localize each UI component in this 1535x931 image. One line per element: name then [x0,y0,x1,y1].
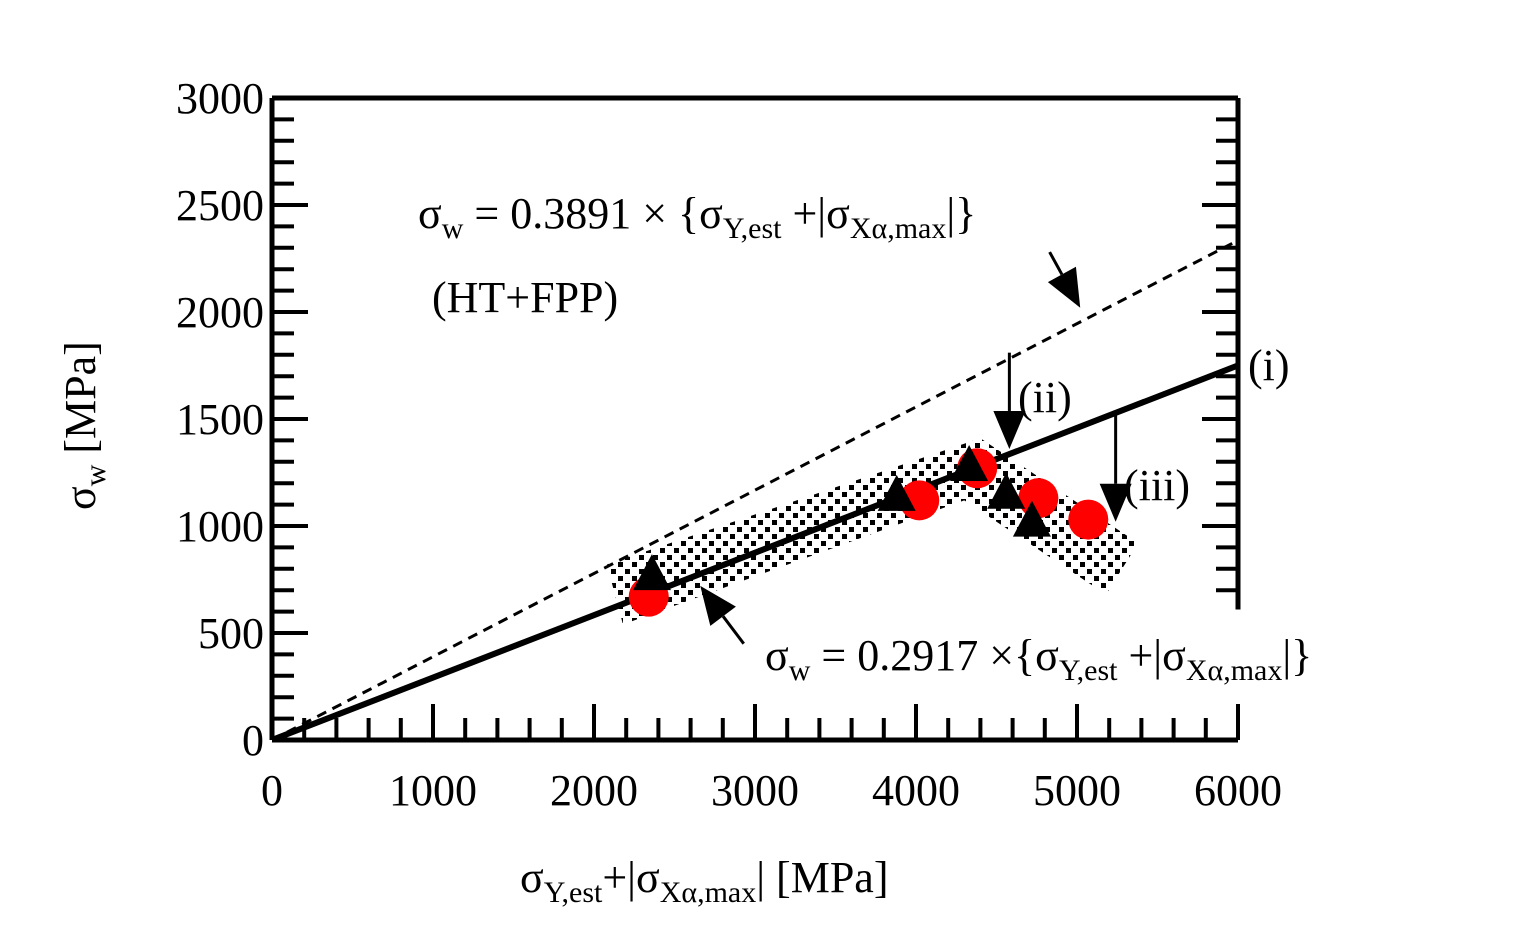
x-axis-title: σY,est+|σXα,max| [MPa] [520,853,888,909]
x-tick-label: 4000 [872,766,960,815]
y-tick-label: 500 [198,609,264,658]
y-axis-title: σw [MPa] [56,341,112,510]
y-tick-label: 2000 [176,288,264,337]
triangle-point [987,472,1026,509]
arrow-ii [993,352,1026,449]
triangle-point [632,554,671,591]
circle-point [1068,499,1109,540]
x-tick-label: 6000 [1194,766,1282,815]
arrow-iii [1099,410,1132,522]
data-markers [628,444,1109,617]
arrow-shaft [721,615,745,645]
fit-lines [272,239,1238,740]
lower-equation: σw = 0.2917 ×{σY,est +|σXα,max|} [765,631,1312,687]
y-tick-label: 0 [242,716,264,765]
x-tick-label: 0 [261,766,283,815]
label-ii: (ii) [1018,373,1072,422]
triangle-point [877,474,916,511]
tick-labels: 0 1000 2000 3000 4000 5000 6000 0 500 1000 1500 200… [176,74,1282,815]
y-tick-label: 1000 [176,502,264,551]
arrow-upper-eq [1047,251,1081,308]
arrow-head [993,410,1026,449]
triangle-point [950,444,989,481]
annotation-arrows [700,251,1132,645]
upper-equation: σw = 0.3891 × {σY,est +|σXα,max|} [418,189,976,245]
label-i: (i) [1248,341,1290,390]
scatter-band [606,438,1139,625]
arrow-head [1047,266,1081,308]
label-iii: (iii) [1124,461,1190,510]
x-tick-label: 1000 [389,766,477,815]
arrow-lower-eq [700,585,745,645]
arrow-shaft [1048,251,1064,276]
y-tick-label: 1500 [176,395,264,444]
x-tick-label: 3000 [711,766,799,815]
band-layer [606,438,1139,625]
arrow-head [700,585,736,626]
y-tick-label: 3000 [176,74,264,123]
axes [269,95,1241,743]
circle-point [1018,478,1059,519]
x-tick-label: 5000 [1033,766,1121,815]
y-tick-label: 2500 [176,181,264,230]
upper-group-label: (HT+FPP) [432,273,618,322]
fit-line-dashed [272,239,1238,740]
arrow-head [1099,483,1132,522]
x-tick-label: 2000 [550,766,638,815]
triangle-point [1012,500,1051,537]
fit-line-solid [272,362,1238,740]
